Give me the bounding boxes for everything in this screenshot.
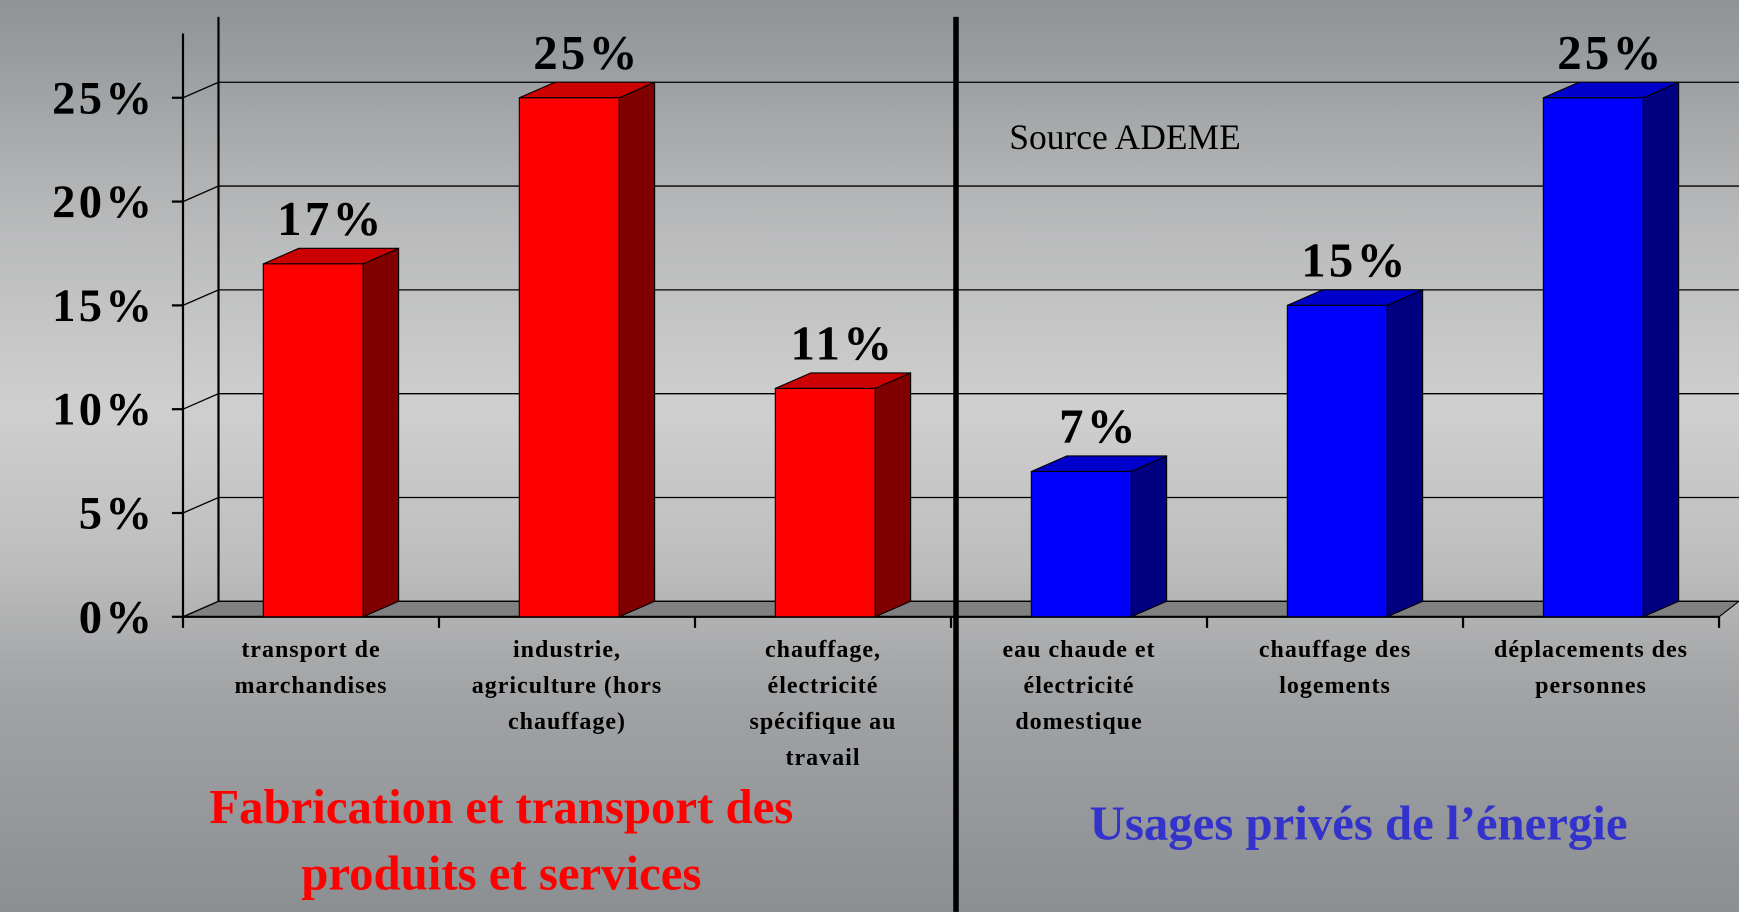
group-label: Fabrication et transport des produits et …	[209, 780, 793, 901]
bar-side	[618, 81, 656, 618]
grid-line	[182, 81, 1739, 99]
floor	[182, 600, 1739, 618]
y-tick-label: 15%	[52, 280, 155, 332]
value-label: 25%	[533, 26, 641, 80]
y-tick-label: 10%	[52, 384, 155, 436]
x-tick-label: chauffage, électricité spécifique au tra…	[749, 637, 897, 772]
bar	[1030, 470, 1132, 618]
grid-line	[182, 600, 1739, 618]
bar	[1542, 97, 1644, 618]
y-tick-label: 0%	[79, 591, 156, 643]
y-tick-label: 25%	[52, 72, 155, 124]
value-label: 25%	[1557, 26, 1665, 80]
x-tick-label: eau chaude et électricité domestique	[1002, 637, 1156, 736]
bar-side	[874, 372, 912, 618]
bar-side	[1130, 455, 1168, 618]
x-tick-label: chauffage des logements	[1258, 637, 1412, 700]
bar	[1286, 304, 1388, 618]
grid-line	[182, 496, 1739, 514]
value-label: 17%	[277, 192, 385, 246]
grid-line	[182, 393, 1739, 410]
x-tick-label: transport de marchandises	[234, 637, 388, 700]
bar	[518, 97, 620, 618]
y-tick-label: 20%	[52, 176, 155, 228]
bar-side	[1642, 81, 1680, 618]
grid-line	[182, 185, 1739, 203]
value-label: 11%	[791, 317, 896, 371]
bar	[774, 387, 876, 618]
x-tick-label: déplacements des personnes	[1494, 637, 1688, 700]
value-label: 15%	[1301, 234, 1409, 288]
bar	[262, 263, 364, 618]
annotation: Source ADEME	[1009, 117, 1240, 157]
x-tick-label: industrie, agriculture (hors chauffage)	[471, 637, 663, 736]
y-tick-label: 5%	[79, 488, 156, 540]
group-label: Usages privés de l’énergie	[1090, 797, 1628, 851]
value-label: 7%	[1059, 400, 1139, 454]
bar-side	[362, 247, 400, 618]
bar-side	[1386, 289, 1424, 618]
grid-line	[182, 289, 1739, 306]
